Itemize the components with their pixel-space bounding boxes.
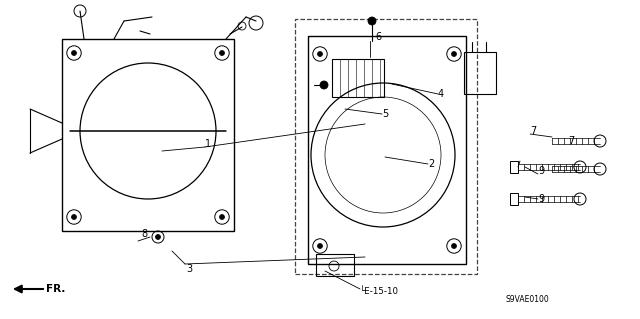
- Text: 7: 7: [568, 136, 574, 146]
- Circle shape: [72, 50, 77, 56]
- Text: └E-15-10: └E-15-10: [360, 286, 399, 295]
- Circle shape: [451, 243, 456, 249]
- Bar: [332, 59, 384, 97]
- Circle shape: [451, 51, 456, 56]
- Text: 6: 6: [375, 32, 381, 42]
- Bar: [464, 52, 496, 94]
- Bar: [295, 19, 477, 274]
- Circle shape: [156, 234, 161, 240]
- Bar: [316, 254, 354, 276]
- Circle shape: [317, 51, 323, 56]
- Circle shape: [220, 50, 225, 56]
- Text: 8: 8: [142, 229, 148, 239]
- Text: 2: 2: [428, 159, 435, 169]
- Text: 4: 4: [438, 89, 444, 99]
- Text: 9: 9: [538, 194, 544, 204]
- Text: 1: 1: [205, 139, 211, 149]
- Circle shape: [368, 17, 376, 25]
- Text: FR.: FR.: [46, 284, 65, 294]
- Text: S9VAE0100: S9VAE0100: [505, 294, 548, 303]
- Bar: [308, 36, 466, 264]
- Circle shape: [317, 243, 323, 249]
- Text: 5: 5: [382, 109, 388, 119]
- Text: 9: 9: [538, 166, 544, 176]
- Bar: [510, 161, 518, 173]
- Text: 3: 3: [186, 264, 192, 274]
- Circle shape: [220, 214, 225, 219]
- Bar: [62, 39, 234, 231]
- Circle shape: [320, 81, 328, 89]
- Bar: [510, 193, 518, 205]
- Circle shape: [72, 214, 77, 219]
- Text: 7: 7: [530, 126, 536, 136]
